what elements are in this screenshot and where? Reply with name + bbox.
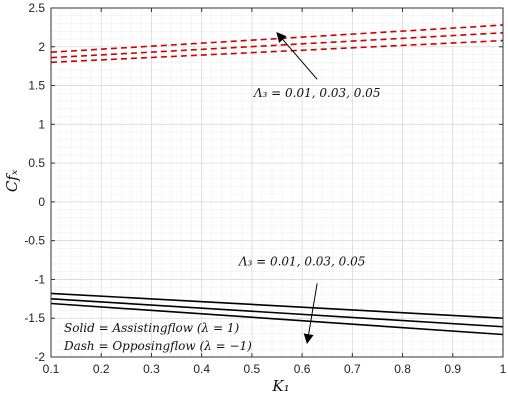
y-axis-label: Cfₓ [3, 169, 21, 192]
series-group [50, 24, 504, 336]
axes [50, 7, 504, 358]
y-tick-label: 2 [38, 40, 45, 54]
legend-solid-text: Solid = Assistingflow (λ = 1) [64, 321, 239, 335]
x-axis-label: K₁ [271, 377, 289, 395]
annotations: Λ₃ = 0.01, 0.03, 0.05 Λ₃ = 0.01, 0.03, 0… [238, 32, 381, 345]
x-tick-label: 0.5 [244, 362, 261, 376]
y-tick-label: -2 [34, 350, 45, 364]
x-tick-label: 0.4 [193, 362, 210, 376]
legend-box: Solid = Assistingflow (λ = 1) Dash = Opp… [63, 321, 252, 353]
annotation-solid: Λ₃ = 0.01, 0.03, 0.05 [238, 254, 366, 268]
legend-dash-text: Dash = Opposingflow (λ = −1) [63, 339, 252, 353]
y-tick-label: -0.5 [24, 234, 45, 248]
x-tick-label: 0.7 [344, 362, 361, 376]
y-tick-label: 0.5 [28, 156, 45, 170]
plot-frame [50, 7, 504, 358]
grid [50, 7, 504, 358]
series-line-4 [50, 292, 504, 320]
series-line-2 [50, 32, 504, 59]
series-line-6 [50, 302, 504, 336]
y-tick-label: 1 [38, 117, 45, 131]
annotation-arrow-2 [303, 283, 318, 345]
x-tick-label: 0.8 [394, 362, 411, 376]
x-tick-label: 0.1 [43, 362, 60, 376]
y-tick-label: 1.5 [28, 79, 45, 93]
series-line-3 [50, 39, 504, 64]
x-tick-label: 1 [500, 362, 507, 376]
y-tick-label: -1.5 [24, 311, 45, 325]
tick-labels: 0.1 0.2 0.3 0.4 0.5 0.6 0.7 0.8 0.9 1 -2 -1.5 -1 -0.5… [24, 1, 506, 376]
y-tick-label: 2.5 [28, 1, 45, 15]
series-line-1 [50, 24, 504, 54]
x-tick-label: 0.2 [93, 362, 110, 376]
series-line-5 [50, 298, 504, 328]
y-tick-label: 0 [38, 195, 45, 209]
x-tick-label: 0.9 [444, 362, 461, 376]
annotation-dashed: Λ₃ = 0.01, 0.03, 0.05 [253, 86, 381, 100]
y-tick-label: -1 [34, 272, 45, 286]
x-tick-label: 0.3 [143, 362, 160, 376]
annotation-arrow-1 [276, 32, 318, 80]
x-tick-label: 0.6 [294, 362, 311, 376]
